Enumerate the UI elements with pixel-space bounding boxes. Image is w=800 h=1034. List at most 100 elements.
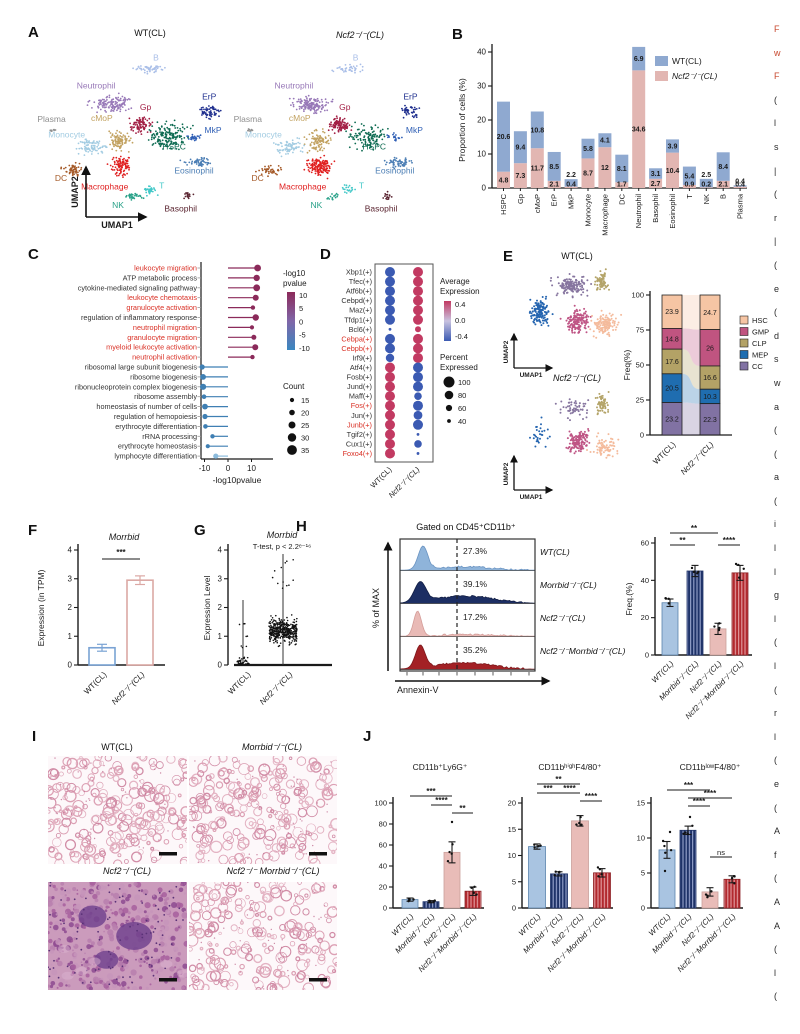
caption-fragment: ( <box>774 307 777 318</box>
svg-text:Ncf2⁻/⁻(CL): Ncf2⁻/⁻(CL) <box>110 670 147 707</box>
caption-fragment: ( <box>774 495 777 506</box>
panel-label-b: B <box>452 26 463 43</box>
caption-fragment: ( <box>774 991 777 1002</box>
svg-text:5.8: 5.8 <box>583 146 593 153</box>
svg-text:Neutrophil: Neutrophil <box>634 194 643 229</box>
svg-text:Plasma: Plasma <box>37 114 66 124</box>
svg-text:cytokine-mediated signaling pa: cytokine-mediated signaling pathway <box>78 283 198 292</box>
svg-text:HSPC: HSPC <box>499 193 508 214</box>
svg-text:80: 80 <box>458 391 466 400</box>
caption-fragment: r <box>774 212 777 223</box>
svg-text:Ncf2⁻/⁻(CL): Ncf2⁻/⁻(CL) <box>387 465 422 500</box>
caption-fragment: l <box>774 613 776 624</box>
svg-text:50: 50 <box>636 361 644 370</box>
svg-text:ErP: ErP <box>550 194 559 207</box>
svg-text:8.5: 8.5 <box>549 164 559 171</box>
svg-text:Macrophage: Macrophage <box>600 194 609 236</box>
svg-text:leukocyte migration: leukocyte migration <box>134 264 197 273</box>
svg-text:0.4: 0.4 <box>735 182 745 189</box>
svg-text:UMAP2: UMAP2 <box>503 340 510 363</box>
svg-text:Bcl6(+): Bcl6(+) <box>349 325 372 334</box>
svg-text:11.7: 11.7 <box>531 166 544 173</box>
panel-e-freq-stack: 0 25 50 75 100 Freq(%) 23.9 24.7 14.8 26 17.6 16.6 2… <box>622 291 769 477</box>
svg-text:5.4: 5.4 <box>685 173 695 180</box>
svg-text:22.3: 22.3 <box>703 417 717 424</box>
svg-text:2.1: 2.1 <box>718 182 728 189</box>
panel-j-chart-ly6g: CD11b⁺Ly6G⁺020406080100*********WT(CL)Mo… <box>374 762 484 974</box>
svg-text:UMAP2: UMAP2 <box>503 462 510 485</box>
svg-text:4: 4 <box>68 546 73 555</box>
svg-text:40: 40 <box>458 417 466 426</box>
svg-text:Cebpa(+): Cebpa(+) <box>341 334 372 343</box>
panel-label-j: J <box>363 728 372 745</box>
svg-text:T: T <box>159 180 164 190</box>
svg-text:35: 35 <box>301 446 309 455</box>
svg-text:Basophil: Basophil <box>164 204 197 214</box>
svg-text:Monocyte: Monocyte <box>584 194 593 227</box>
svg-text:0.2: 0.2 <box>701 182 711 189</box>
svg-text:Monocyte: Monocyte <box>48 130 85 140</box>
svg-text:4.8: 4.8 <box>499 177 509 184</box>
caption-fragment: ( <box>774 637 777 648</box>
svg-text:-log10: -log10 <box>283 269 306 278</box>
svg-text:Eosinophil: Eosinophil <box>375 166 414 176</box>
svg-text:0.0: 0.0 <box>455 316 465 325</box>
svg-text:20.6: 20.6 <box>497 134 511 141</box>
panel-label-d: D <box>320 246 331 263</box>
svg-text:Gp: Gp <box>516 194 525 204</box>
svg-text:0: 0 <box>299 317 303 326</box>
caption-fragment: w <box>774 377 781 388</box>
svg-text:25: 25 <box>301 421 309 430</box>
svg-text:20: 20 <box>641 613 649 622</box>
panel-c-go-lollipop: -10 0 10 -log10pvalue leukocyte migrationATP… <box>75 262 310 485</box>
svg-text:B: B <box>353 53 359 63</box>
caption-fragment: g <box>774 590 780 601</box>
caption-fragment: A <box>774 920 781 931</box>
svg-text:0: 0 <box>640 431 644 440</box>
panel-h-gate-header: Gated on CD45⁺CD11b⁺ <box>416 522 516 532</box>
svg-text:B: B <box>153 53 159 63</box>
panel-j-chart-f480low: CD11bˡᵒʷF4/80⁺051015***********nsWT(CL)M… <box>637 762 743 974</box>
svg-text:0: 0 <box>482 184 487 193</box>
caption-fragment: F <box>774 24 780 34</box>
caption-fragment: e <box>774 779 780 789</box>
svg-text:cMoP: cMoP <box>533 194 542 213</box>
svg-text:8.4: 8.4 <box>718 164 728 171</box>
svg-text:35.2%: 35.2% <box>463 645 488 655</box>
svg-text:GMP: GMP <box>752 328 769 337</box>
caption-fragment: r <box>774 708 777 719</box>
svg-text:WT(CL): WT(CL) <box>651 440 677 466</box>
svg-text:16.6: 16.6 <box>703 375 717 382</box>
caption-fragment: ( <box>774 448 777 459</box>
panel-label-i: I <box>32 728 37 745</box>
svg-text:erythrocyte differentiation: erythrocyte differentiation <box>115 422 197 431</box>
svg-text:1: 1 <box>68 632 73 641</box>
svg-text:0: 0 <box>645 651 649 660</box>
caption-fragment: ( <box>774 944 777 955</box>
svg-text:Irf9(+): Irf9(+) <box>352 353 372 362</box>
svg-text:DC: DC <box>55 173 67 183</box>
svg-text:2.1: 2.1 <box>549 182 559 189</box>
svg-text:0: 0 <box>218 661 223 670</box>
caption-fragment: ( <box>774 259 777 270</box>
svg-text:Macrophage: Macrophage <box>81 181 129 191</box>
svg-text:2: 2 <box>218 603 223 612</box>
svg-text:WT(CL): WT(CL) <box>82 670 108 696</box>
svg-text:40: 40 <box>477 48 486 57</box>
svg-text:Expression (in TPM): Expression (in TPM) <box>36 569 46 646</box>
hist-row-label-morrbid: Morrbid⁻/⁻(CL) <box>540 580 597 590</box>
svg-text:% of MAX: % of MAX <box>371 588 381 628</box>
svg-text:30: 30 <box>301 434 309 443</box>
svg-text:Gp: Gp <box>140 102 152 112</box>
svg-text:Basophil: Basophil <box>365 204 398 214</box>
caption-fragment: | <box>774 236 777 247</box>
svg-text:Xbp1(+): Xbp1(+) <box>346 268 372 277</box>
svg-text:Fosb(+): Fosb(+) <box>347 373 372 382</box>
svg-text:**: ** <box>679 536 686 545</box>
svg-text:cMoP: cMoP <box>91 113 113 123</box>
svg-text:17.2%: 17.2% <box>463 612 488 622</box>
svg-text:-0.4: -0.4 <box>455 332 468 341</box>
svg-text:20: 20 <box>477 116 486 125</box>
caption-fragment: A <box>774 826 781 837</box>
